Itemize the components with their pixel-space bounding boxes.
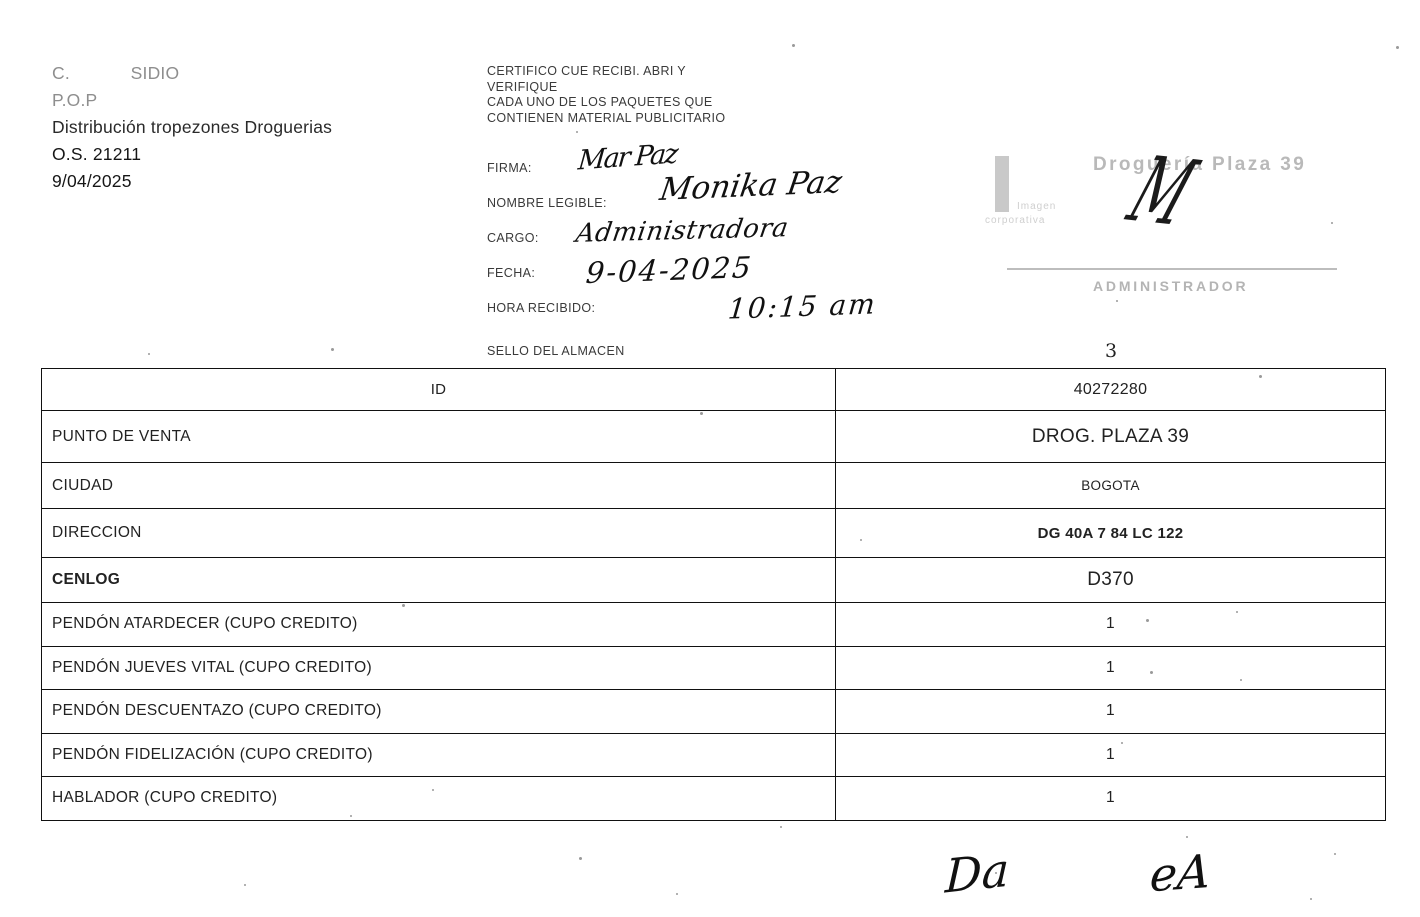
row-value: D370	[835, 557, 1386, 603]
row-label: CIUDAD	[41, 462, 836, 509]
pos-material-table: ID 40272280 PUNTO DE VENTA DROG. PLAZA 3…	[41, 368, 1386, 821]
order-line-desc: Distribución tropezones Droguerias	[52, 117, 333, 137]
row-value: 1	[835, 732, 1386, 777]
table-row: CIUDAD BOGOTA	[41, 462, 1386, 509]
scan-speck	[780, 826, 782, 828]
scan-speck	[331, 348, 334, 351]
table-body: ID 40272280 PUNTO DE VENTA DROG. PLAZA 3…	[41, 368, 1386, 821]
scan-speck	[579, 857, 582, 860]
certification-text: CERTIFICO CUE RECIBI. ABRI Y VERIFIQUE C…	[487, 64, 887, 126]
field-row-cargo: CARGO:	[487, 227, 1047, 262]
row-value: DG 40A 7 84 LC 122	[835, 508, 1386, 558]
row-value: 1	[835, 645, 1386, 690]
certification-line-2: VERIFIQUE	[487, 79, 558, 94]
stamp-role-label: ADMINISTRADOR	[1093, 278, 1249, 294]
scan-speck	[244, 884, 246, 886]
order-info-block: C. SIDIO P.O.P Distribución tropezones D…	[52, 60, 472, 195]
scan-speck	[1334, 853, 1336, 855]
row-value: 1	[835, 689, 1386, 734]
handwriting-bottom-note-right: eA	[1148, 843, 1213, 903]
row-label: DIRECCION	[41, 508, 836, 558]
package-count-mark: 3	[1105, 340, 1118, 362]
table-row: HABLADOR (CUPO CREDITO) 1	[41, 776, 1386, 821]
handwriting-bottom-note-left: Da	[944, 842, 1011, 904]
stamp-store-name: Droguería Plaza 39	[1093, 154, 1307, 175]
row-value: DROG. PLAZA 39	[835, 410, 1386, 463]
handwriting-stamp-signature: M	[1115, 137, 1209, 246]
field-row-nombre: NOMBRE LEGIBLE:	[487, 192, 1047, 227]
order-line-date: 9/04/2025	[52, 171, 132, 191]
field-label-firma: FIRMA:	[487, 161, 532, 175]
field-row-firma: FIRMA:	[487, 157, 1047, 192]
certification-line-1: CERTIFICO CUE RECIBI. ABRI Y	[487, 64, 686, 78]
table-row: PENDÓN DESCUENTAZO (CUPO CREDITO) 1	[41, 689, 1386, 734]
field-label-cargo: CARGO:	[487, 231, 539, 245]
field-row-fecha: FECHA:	[487, 262, 1047, 297]
scan-speck	[792, 44, 795, 47]
scan-speck	[995, 872, 997, 874]
scan-speck	[1331, 222, 1333, 224]
certification-line-3: CADA UNO DE LOS PAQUETES QUE	[487, 95, 713, 109]
table-row: CENLOG D370	[41, 557, 1386, 603]
row-value: BOGOTA	[835, 462, 1386, 509]
field-row-hora: HORA RECIBIDO:	[487, 297, 1047, 332]
row-label: CENLOG	[41, 557, 836, 603]
table-row: PENDÓN ATARDECER (CUPO CREDITO) 1	[41, 602, 1386, 647]
scan-speck	[1310, 898, 1312, 900]
table-row: PENDÓN JUEVES VITAL (CUPO CREDITO) 1	[41, 645, 1386, 690]
stamp-divider-line	[1007, 268, 1337, 270]
row-label: PUNTO DE VENTA	[41, 410, 836, 463]
scan-speck	[148, 353, 150, 355]
row-value: 1	[835, 776, 1386, 821]
row-label: HABLADOR (CUPO CREDITO)	[41, 776, 836, 821]
certification-line-4: CONTIENEN MATERIAL PUBLICITARIO	[487, 110, 726, 125]
scan-speck	[1396, 46, 1399, 49]
table-row: PENDÓN FIDELIZACIÓN (CUPO CREDITO) 1	[41, 732, 1386, 777]
row-value: 40272280	[835, 368, 1386, 411]
table-row: DIRECCION DG 40A 7 84 LC 122	[41, 508, 1386, 558]
row-label: PENDÓN ATARDECER (CUPO CREDITO)	[41, 602, 836, 647]
row-label: PENDÓN FIDELIZACIÓN (CUPO CREDITO)	[41, 732, 836, 777]
order-line-os: O.S. 21211	[52, 144, 142, 164]
scan-speck	[1116, 300, 1118, 302]
table-row: PUNTO DE VENTA DROG. PLAZA 39	[41, 410, 1386, 463]
receipt-form-fields: FIRMA: NOMBRE LEGIBLE: CARGO: FECHA: HOR…	[487, 157, 1047, 332]
field-label-hora-recibido: HORA RECIBIDO:	[487, 301, 596, 315]
row-label: PENDÓN JUEVES VITAL (CUPO CREDITO)	[41, 645, 836, 690]
scan-speck	[1186, 836, 1188, 838]
scan-speck	[576, 131, 578, 133]
row-label: PENDÓN DESCUENTAZO (CUPO CREDITO)	[41, 689, 836, 734]
field-label-nombre-legible: NOMBRE LEGIBLE:	[487, 196, 607, 210]
order-line-category: P.O.P	[52, 90, 98, 110]
scan-speck	[676, 893, 678, 895]
field-label-fecha: FECHA:	[487, 266, 536, 280]
order-line-client: C. SIDIO	[52, 63, 180, 83]
row-label: ID	[41, 368, 836, 411]
table-row: ID 40272280	[41, 368, 1386, 411]
field-label-sello-almacen: SELLO DEL ALMACEN	[487, 344, 625, 358]
row-value: 1	[835, 602, 1386, 647]
